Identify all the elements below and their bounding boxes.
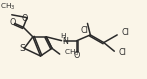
Text: Cl: Cl [81,26,88,35]
Text: N: N [63,37,68,46]
Text: H: H [60,33,65,39]
Text: S: S [19,44,25,53]
Text: O: O [10,18,16,27]
Text: O: O [22,14,28,23]
Text: CH$_3$: CH$_3$ [65,48,80,58]
Text: O: O [74,52,80,61]
Text: Cl: Cl [118,48,126,57]
Text: Cl: Cl [121,29,129,38]
Text: CH$_3$: CH$_3$ [0,2,16,12]
